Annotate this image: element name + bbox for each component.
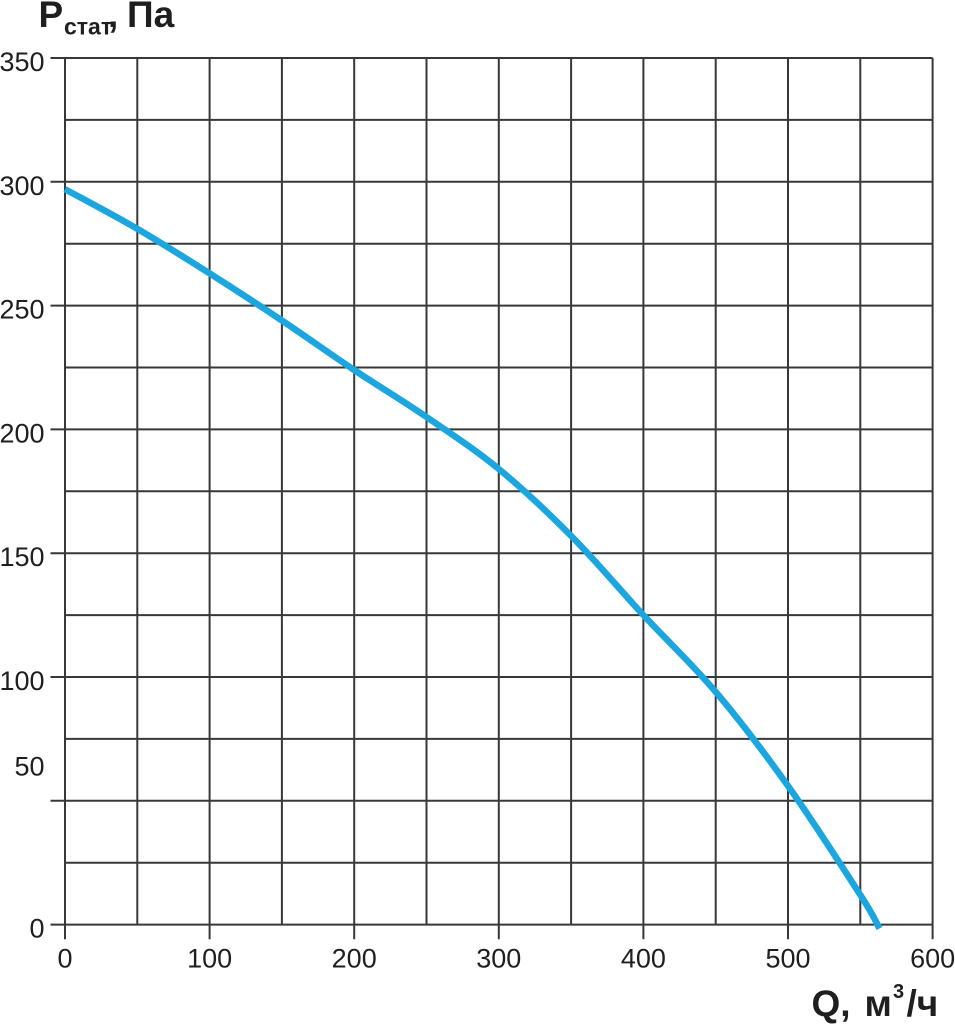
svg-text:100: 100 xyxy=(0,666,45,696)
svg-text:0: 0 xyxy=(57,944,72,974)
svg-text:м: м xyxy=(865,983,892,1024)
svg-text:50: 50 xyxy=(14,752,44,782)
svg-text:стат: стат xyxy=(64,14,112,40)
svg-text:100: 100 xyxy=(187,944,232,974)
svg-text:200: 200 xyxy=(332,944,377,974)
svg-text:400: 400 xyxy=(621,944,666,974)
svg-text:200: 200 xyxy=(0,418,45,448)
svg-text:300: 300 xyxy=(476,944,521,974)
svg-text:/ч: /ч xyxy=(907,983,939,1024)
svg-text:3: 3 xyxy=(893,981,904,1003)
svg-text:250: 250 xyxy=(0,295,45,325)
svg-text:300: 300 xyxy=(0,171,45,201)
svg-text:0: 0 xyxy=(29,914,44,944)
svg-text:P: P xyxy=(39,0,64,35)
svg-text:Q,: Q, xyxy=(812,983,851,1024)
svg-text:Па: Па xyxy=(127,0,175,35)
svg-text:350: 350 xyxy=(0,47,45,77)
svg-text:150: 150 xyxy=(0,542,45,572)
svg-text:600: 600 xyxy=(910,944,955,974)
svg-text:,: , xyxy=(108,0,118,35)
svg-text:500: 500 xyxy=(765,944,810,974)
